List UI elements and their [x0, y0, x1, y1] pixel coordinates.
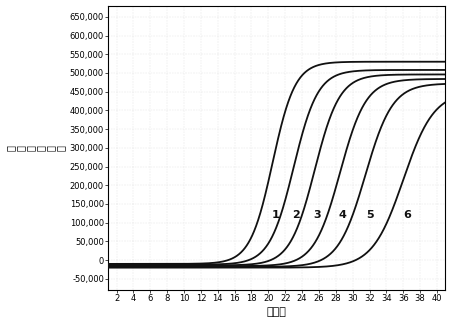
Text: 1: 1	[271, 210, 279, 220]
Text: 4: 4	[339, 210, 346, 220]
Text: 2: 2	[292, 210, 300, 220]
X-axis label: 循环数: 循环数	[267, 307, 287, 318]
Y-axis label: 变
光
信
号
量
度: 变 光 信 号 量 度	[5, 145, 65, 151]
Text: 6: 6	[404, 210, 411, 220]
Text: 3: 3	[313, 210, 321, 220]
Text: 5: 5	[366, 210, 373, 220]
